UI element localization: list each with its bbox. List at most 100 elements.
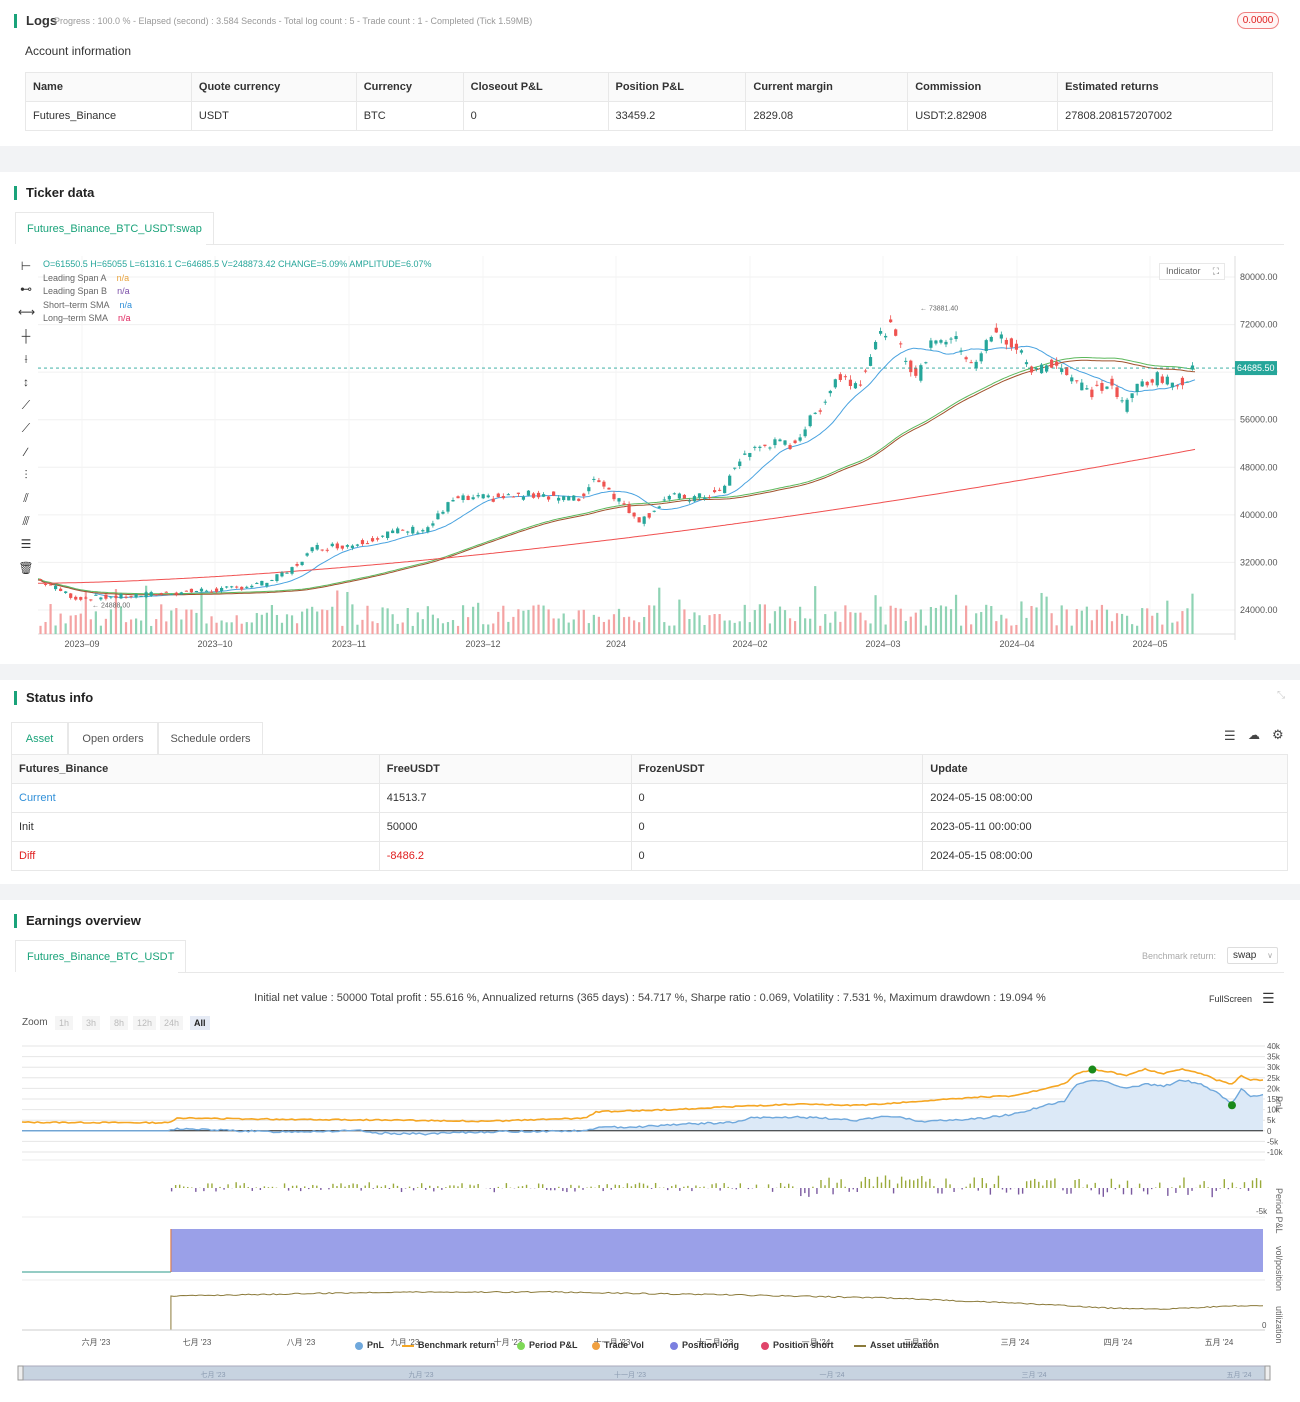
period-bar xyxy=(219,1186,221,1188)
candle-body xyxy=(486,495,490,498)
cloud-download-icon[interactable]: ☁ xyxy=(1248,728,1260,742)
indicator-name: Leading Span A xyxy=(43,273,107,283)
candle-body xyxy=(728,475,732,486)
candle-body xyxy=(723,485,727,494)
candle-body xyxy=(1060,368,1064,372)
zoom-All-button[interactable]: All xyxy=(190,1016,210,1030)
fib-icon[interactable]: ⫻ xyxy=(22,514,30,529)
candle-body xyxy=(531,493,536,498)
candle-body xyxy=(350,545,355,548)
candle-body xyxy=(526,490,531,496)
zoom-1h-button[interactable]: 1h xyxy=(55,1016,74,1030)
zoom-12h-button[interactable]: 12h xyxy=(133,1016,157,1030)
vertical-segment-icon[interactable]: ↕ xyxy=(23,375,29,389)
volume-bar xyxy=(542,605,545,634)
volume-bar xyxy=(69,615,72,634)
volume-bar xyxy=(934,607,938,634)
zoom-8h-button[interactable]: 8h xyxy=(110,1016,129,1030)
candlestick-chart[interactable]: 80000.0072000.0064000.0056000.0048000.00… xyxy=(0,172,1300,664)
menu-icon[interactable]: ☰ xyxy=(1262,990,1275,1006)
volume-bar xyxy=(718,614,721,634)
legend-item[interactable]: Period P&L xyxy=(517,1340,578,1350)
candle-body xyxy=(451,500,455,502)
asset-col-header: Update xyxy=(922,754,1288,784)
period-bar xyxy=(291,1185,294,1188)
volume-bar xyxy=(1095,609,1099,634)
indicator-button[interactable]: Indicator ⛶ xyxy=(1159,263,1225,280)
legend-item[interactable]: Benchmark return xyxy=(402,1340,496,1350)
vertical-line-icon[interactable]: ┼ xyxy=(21,328,31,343)
candle-body xyxy=(1185,381,1190,383)
candle-body xyxy=(109,596,113,598)
period-bar xyxy=(1078,1178,1080,1188)
volume-bar xyxy=(653,605,656,634)
candle-body xyxy=(179,592,183,595)
horizontal-line-icon[interactable]: ⊢ xyxy=(20,259,32,273)
period-bar xyxy=(1118,1184,1121,1188)
candle-body xyxy=(391,530,395,534)
period-bar xyxy=(989,1188,992,1195)
volume-bar xyxy=(612,614,616,634)
status-tab[interactable]: Open orders xyxy=(68,722,158,754)
candle-body xyxy=(204,590,209,592)
volume-bar xyxy=(572,619,575,634)
period-bar xyxy=(461,1183,463,1188)
earnings-tab[interactable]: Futures_Binance_BTC_USDT xyxy=(15,940,187,972)
period-bar xyxy=(800,1188,802,1197)
legend-item[interactable]: PnL xyxy=(355,1340,384,1350)
fullscreen-button[interactable]: FullScreen xyxy=(1209,994,1253,1004)
candle-body xyxy=(89,599,93,601)
parallel-channel-icon[interactable]: ⫽ xyxy=(23,491,29,505)
asset-cell: -8486.2 xyxy=(378,841,632,871)
volume-bar xyxy=(1105,609,1109,634)
volume-bar xyxy=(230,622,233,634)
collapse-icon[interactable]: ⤡ xyxy=(1277,690,1285,701)
volume-bar xyxy=(235,615,238,634)
volume-bar xyxy=(949,609,953,634)
text-lines-icon[interactable]: ☰ xyxy=(20,537,32,552)
segment-line-icon[interactable]: ∕ xyxy=(24,444,27,459)
legend-item[interactable]: Position short xyxy=(761,1340,834,1350)
volume-bar xyxy=(326,610,329,634)
period-bar xyxy=(582,1188,584,1190)
legend-item[interactable]: Trade Vol xyxy=(592,1340,644,1350)
utilization-line xyxy=(22,1290,1264,1331)
earnings-title: Earnings overview xyxy=(14,914,141,928)
vertical-ray-icon[interactable]: ⟊ xyxy=(24,351,28,366)
status-tab[interactable]: Asset xyxy=(11,722,68,754)
extended-line-icon[interactable]: ⟷ xyxy=(18,305,36,320)
bars-icon[interactable]: ⫶ xyxy=(24,467,28,482)
ticker-tab[interactable]: Futures_Binance_BTC_USDT:swap xyxy=(15,212,214,244)
candle-body xyxy=(999,334,1003,339)
volume-bar xyxy=(919,609,922,634)
trend-line-icon[interactable]: ⟋ xyxy=(21,398,31,413)
list-icon[interactable]: ☰ xyxy=(1224,728,1236,743)
volume-bar xyxy=(1110,621,1114,634)
horizontal-ray-icon[interactable]: ⊷ xyxy=(20,282,32,297)
period-bar xyxy=(929,1178,931,1188)
volume-bars xyxy=(39,585,1194,634)
candle-body xyxy=(69,593,73,598)
ray-line-icon[interactable]: ⟋ xyxy=(21,421,31,436)
zoom-3h-button[interactable]: 3h xyxy=(82,1016,101,1030)
volume-bar xyxy=(1186,608,1189,634)
legend-item[interactable]: Position long xyxy=(670,1340,739,1350)
legend-item[interactable]: Asset utilization xyxy=(854,1340,939,1350)
status-tab[interactable]: Schedule orders xyxy=(158,722,263,754)
volume-bar xyxy=(411,625,414,634)
earnings-chart[interactable]: 40k35k30k25k20k15k10k5k0-5k-10kPnLPeriod… xyxy=(0,1030,1300,1402)
benchmark-select[interactable]: swap ∨ xyxy=(1227,947,1278,964)
price-tick-label: 40000.00 xyxy=(1240,510,1278,520)
volume-bar xyxy=(396,623,399,634)
volume-bar xyxy=(129,619,133,634)
period-bar xyxy=(1155,1187,1157,1188)
period-bar xyxy=(183,1186,185,1188)
volume-bar xyxy=(869,623,872,634)
volume-bar xyxy=(1040,592,1043,634)
candle-body xyxy=(431,523,435,526)
settings-icon[interactable]: ⚙ xyxy=(1272,727,1284,742)
candle-body xyxy=(702,497,707,499)
account-cell: USDT xyxy=(190,101,357,131)
trash-icon[interactable]: 🗑 xyxy=(18,560,34,575)
zoom-24h-button[interactable]: 24h xyxy=(160,1016,184,1030)
